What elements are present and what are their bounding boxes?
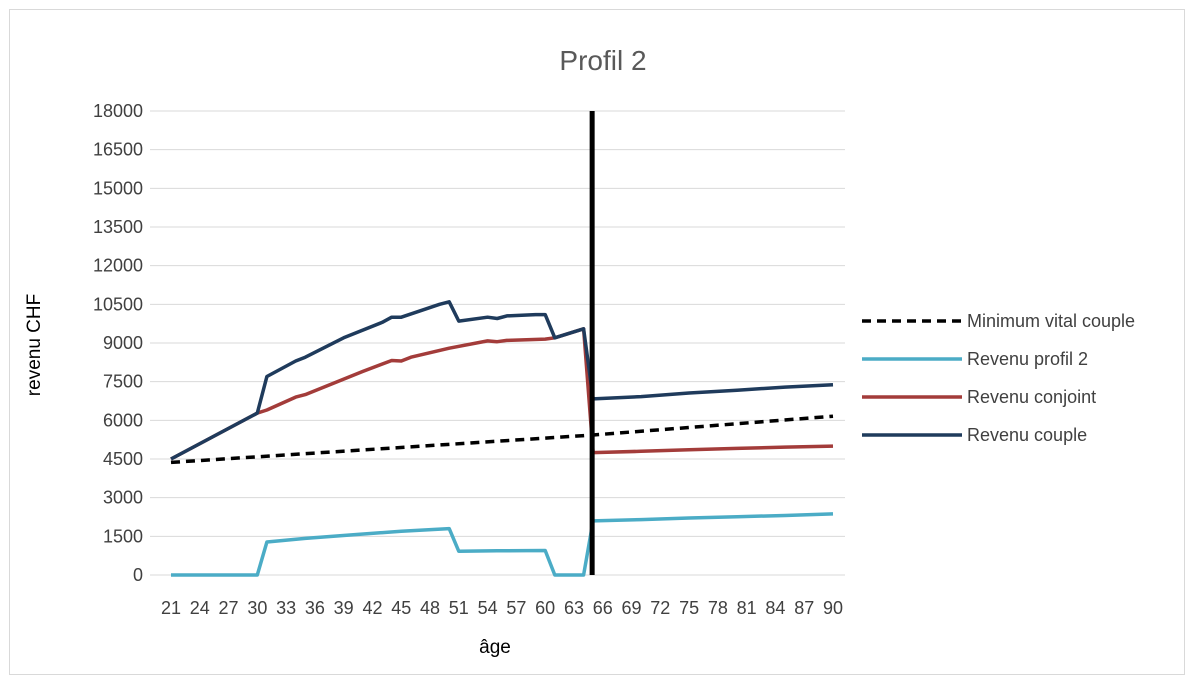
series-line-3 — [170, 327, 834, 461]
x-tick-label: 30 — [247, 598, 267, 618]
y-tick-label: 0 — [133, 565, 143, 585]
chart-frame — [9, 9, 1185, 675]
y-tick-label: 1500 — [103, 526, 143, 546]
y-tick-label: 4500 — [103, 449, 143, 469]
y-tick-label: 18000 — [93, 101, 143, 121]
y-tick-label: 9000 — [103, 333, 143, 353]
legend-label: Revenu profil 2 — [967, 349, 1088, 369]
y-tick-labels: 0 1500 3000 4500 6000 7500 9000 10500 12000 13500… — [93, 101, 143, 585]
y-tick-label: 6000 — [103, 410, 143, 430]
x-tick-labels: 21 24 27 30 33 36 39 42 45 48 51 54 57 60 63 66 69 72 75 78… — [161, 598, 843, 618]
series-line-1 — [170, 414, 834, 465]
x-tick-label: 21 — [161, 598, 181, 618]
x-tick-label: 78 — [708, 598, 728, 618]
x-tick-label: 24 — [190, 598, 210, 618]
x-tick-label: 36 — [305, 598, 325, 618]
y-tick-label: 3000 — [103, 488, 143, 508]
y-tick-label: 7500 — [103, 372, 143, 392]
y-tick-label: 10500 — [93, 294, 143, 314]
x-tick-label: 72 — [650, 598, 670, 618]
legend: Minimum vital couple Revenu profil 2 Reven… — [862, 311, 1135, 445]
x-tick-label: 60 — [535, 598, 555, 618]
x-tick-label: 63 — [564, 598, 584, 618]
x-tick-label: 75 — [679, 598, 699, 618]
x-tick-label: 48 — [420, 598, 440, 618]
x-tick-label: 84 — [765, 598, 785, 618]
series-line-4 — [170, 300, 834, 461]
y-tick-label: 13500 — [93, 217, 143, 237]
gridlines — [150, 110, 845, 576]
y-tick-label: 15000 — [93, 178, 143, 198]
x-tick-label: 66 — [593, 598, 613, 618]
legend-label: Minimum vital couple — [967, 311, 1135, 331]
x-tick-label: 87 — [794, 598, 814, 618]
legend-label: Revenu couple — [967, 425, 1087, 445]
x-tick-label: 39 — [334, 598, 354, 618]
x-tick-label: 57 — [506, 598, 526, 618]
x-tick-label: 54 — [478, 598, 498, 618]
x-tick-label: 51 — [449, 598, 469, 618]
x-tick-label: 33 — [276, 598, 296, 618]
x-tick-label: 69 — [622, 598, 642, 618]
x-tick-label: 45 — [391, 598, 411, 618]
x-tick-label: 42 — [362, 598, 382, 618]
series-line-2 — [171, 512, 834, 577]
y-tick-label: 12000 — [93, 256, 143, 276]
y-axis-label: revenu CHF — [24, 294, 45, 396]
x-tick-label: 27 — [219, 598, 239, 618]
y-tick-label: 16500 — [93, 140, 143, 160]
legend-label: Revenu conjoint — [967, 387, 1096, 407]
x-tick-label: 90 — [823, 598, 843, 618]
x-axis-label: âge — [479, 637, 511, 658]
x-tick-label: 81 — [737, 598, 757, 618]
chart-title: Profil 2 — [559, 45, 646, 76]
